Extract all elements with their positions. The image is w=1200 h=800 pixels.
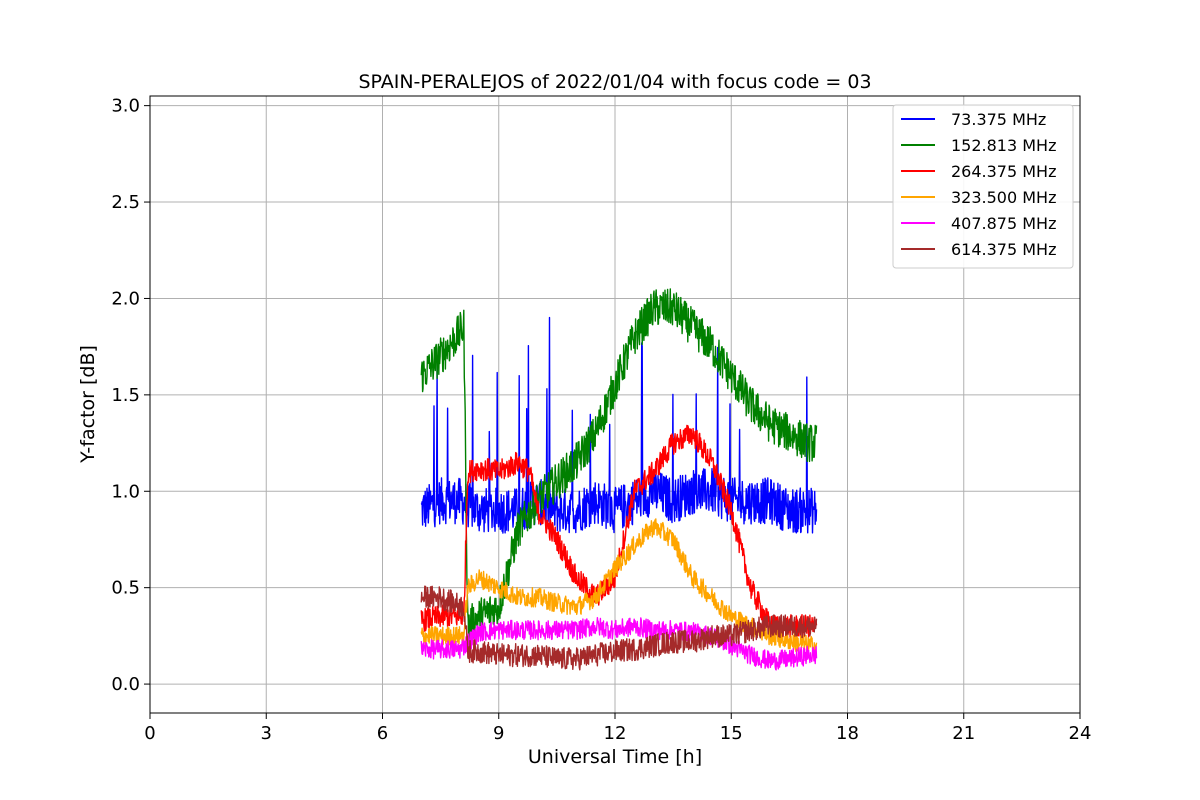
x-tick-label: 9	[493, 723, 504, 744]
y-tick-label: 1.0	[111, 481, 140, 502]
chart-title: SPAIN-PERALEJOS of 2022/01/04 with focus…	[358, 71, 871, 93]
series-line-4	[420, 617, 818, 671]
x-axis-label: Universal Time [h]	[528, 746, 702, 768]
legend: 73.375 MHz 152.813 MHz 264.375 MHz 323.500 …	[892, 104, 1074, 269]
x-tick-label: 21	[952, 723, 975, 744]
series-group	[420, 288, 818, 671]
y-axis-label: Y-factor [dB]	[77, 345, 99, 464]
y-tick-label: 2.0	[111, 288, 140, 309]
legend-entry: 323.500 MHz	[951, 188, 1056, 207]
series-line-1	[420, 288, 818, 641]
x-tick-label: 3	[261, 723, 272, 744]
legend-entry: 73.375 MHz	[951, 110, 1046, 129]
y-axis-ticks: 0.0 0.5 1.0 1.5 2.0 2.5 3.0	[111, 96, 150, 695]
x-tick-label: 15	[720, 723, 743, 744]
legend-entry: 264.375 MHz	[951, 162, 1056, 181]
y-tick-label: 3.0	[111, 96, 140, 117]
x-tick-label: 18	[836, 723, 859, 744]
series-line-5	[420, 585, 818, 671]
legend-entry: 407.875 MHz	[951, 214, 1056, 233]
legend-entry: 614.375 MHz	[951, 240, 1056, 259]
x-tick-label: 24	[1069, 723, 1092, 744]
y-tick-label: 0.5	[111, 578, 140, 599]
y-tick-label: 2.5	[111, 192, 140, 213]
x-axis-ticks: 0 3 6 9 12 15 18 21 24	[144, 713, 1091, 744]
y-tick-label: 1.5	[111, 385, 140, 406]
legend-box	[892, 104, 1074, 269]
y-tick-label: 0.0	[111, 674, 140, 695]
x-tick-label: 6	[377, 723, 388, 744]
legend-entry: 152.813 MHz	[951, 136, 1056, 155]
x-tick-label: 12	[604, 723, 627, 744]
x-tick-label: 0	[144, 723, 155, 744]
series-line-0	[420, 316, 818, 534]
